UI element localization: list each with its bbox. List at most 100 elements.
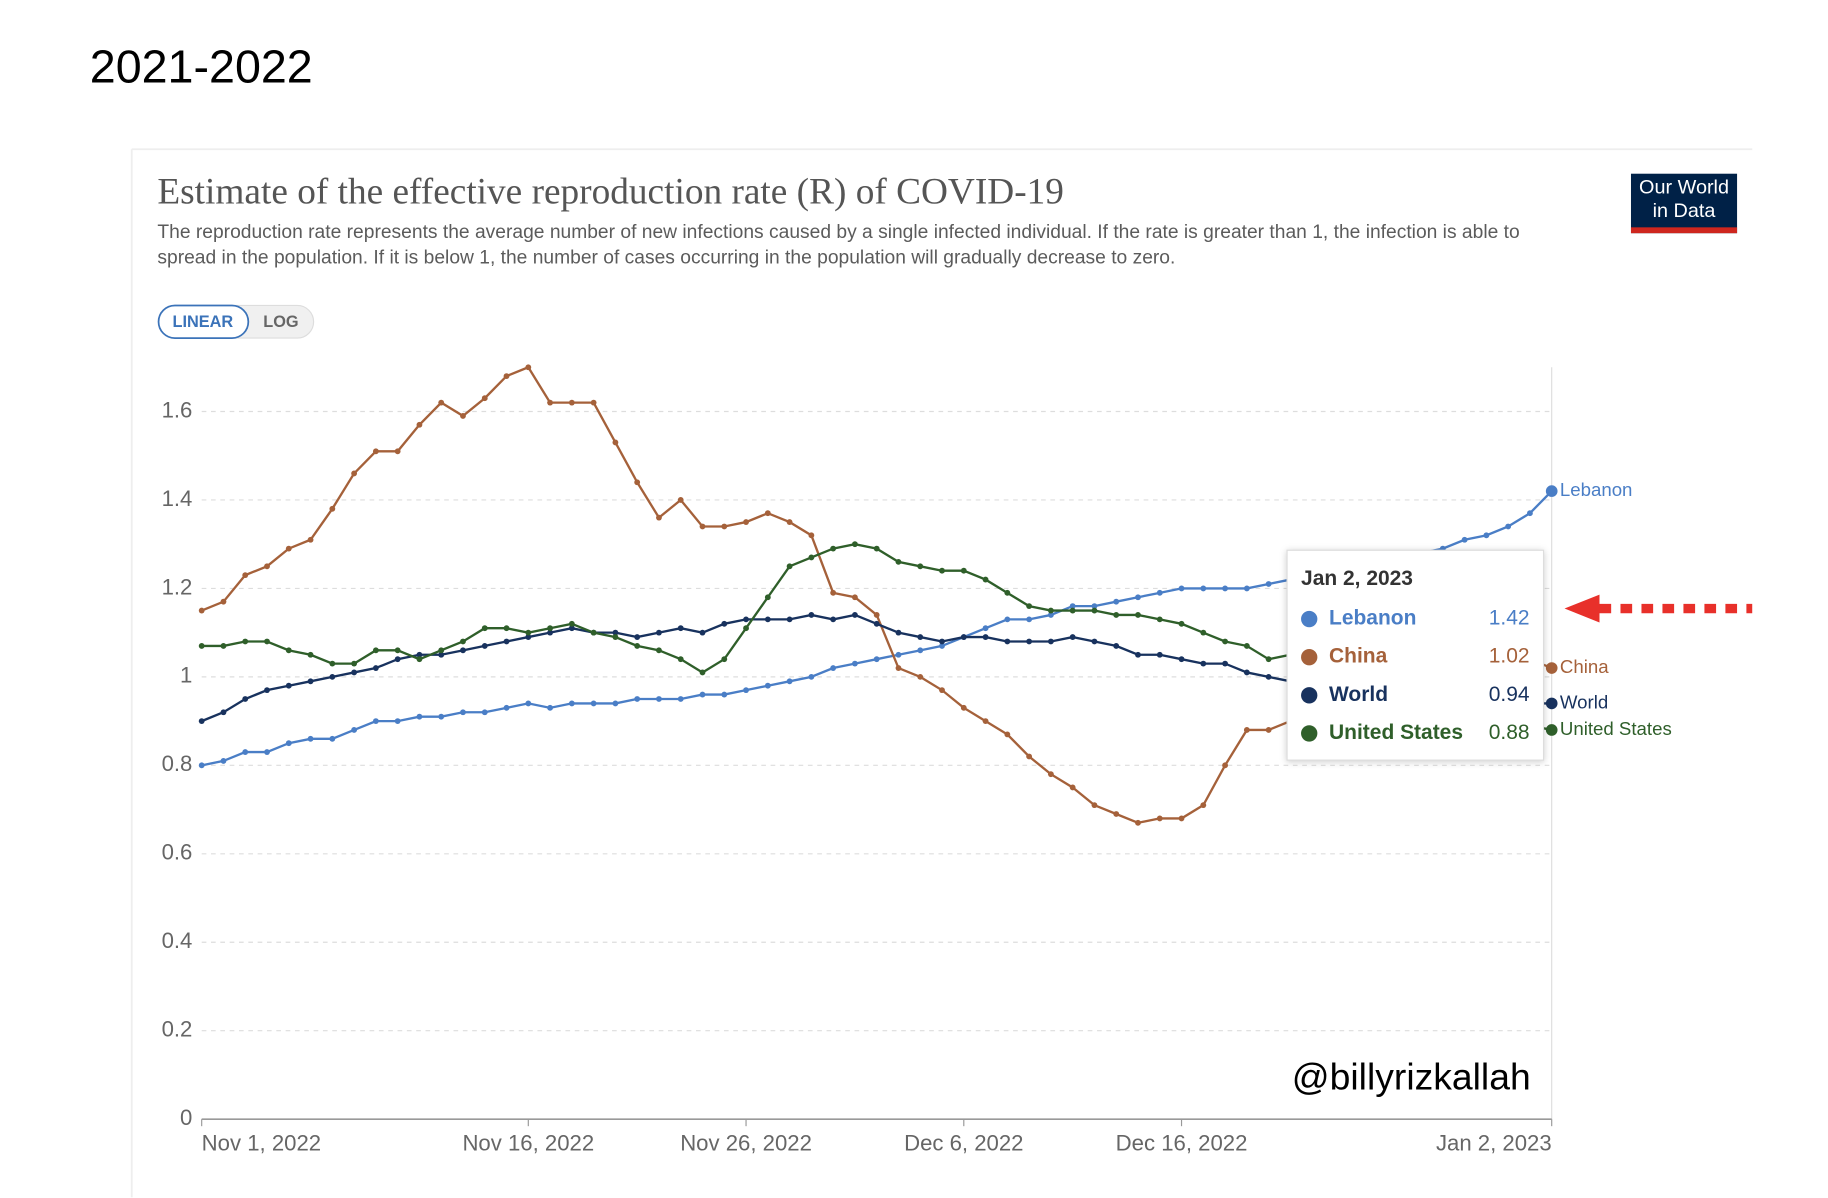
plot-area: 0 0.2 0.4 0.6 0.8 1 1.2 1.4 1.6 Nov 1, 2022 Nov 16…: [162, 364, 1672, 1156]
data-point: [1091, 802, 1098, 809]
data-point: [786, 616, 793, 623]
data-point: [699, 523, 706, 530]
data-point: [656, 647, 662, 654]
data-point: [329, 735, 336, 742]
x-tick-label: Dec 6, 2022: [904, 1131, 1023, 1156]
data-point: [808, 554, 815, 561]
data-point: [481, 395, 488, 402]
y-tick-label: 0: [180, 1105, 192, 1130]
data-point: [416, 421, 423, 428]
data-point: [285, 682, 292, 689]
data-point: [677, 497, 684, 503]
data-point: [1222, 762, 1228, 769]
data-point: [721, 656, 728, 663]
data-point: [1178, 585, 1185, 592]
end-label: China: [1560, 656, 1609, 677]
logo[interactable]: [1630, 173, 1738, 234]
data-point: [460, 412, 466, 419]
data-point: [764, 682, 771, 689]
data-point: [960, 704, 967, 711]
data-point: [1243, 643, 1250, 649]
data-point: [285, 545, 292, 552]
data-point: [1461, 536, 1468, 543]
y-tick-label: 0.6: [162, 840, 193, 865]
data-point: [264, 749, 270, 755]
x-tick-label: Jan 2, 2023: [1436, 1131, 1552, 1156]
data-point: [1200, 629, 1207, 636]
data-point: [329, 673, 336, 680]
y-tick-label: 0.4: [162, 928, 193, 953]
data-point: [1091, 638, 1098, 645]
data-point: [394, 647, 401, 654]
y-tick-label: 1.4: [162, 486, 193, 511]
chart-title: Estimate of the effective reproduction r…: [157, 171, 1064, 212]
data-point: [1135, 819, 1141, 826]
data-point: [634, 696, 641, 702]
data-point: [481, 709, 488, 716]
data-point: [1004, 589, 1011, 596]
data-point: [329, 660, 336, 667]
y-tick-label: 1.2: [162, 574, 193, 599]
data-point: [1135, 612, 1141, 618]
data-point: [1069, 634, 1076, 640]
data-point: [242, 638, 249, 645]
data-point: [634, 479, 641, 486]
x-tick-label: Dec 16, 2022: [1116, 1131, 1248, 1156]
data-point: [699, 669, 706, 676]
data-point: [525, 629, 532, 636]
data-point: [808, 612, 815, 618]
data-point: [438, 399, 445, 406]
data-point: [1545, 724, 1558, 736]
y-tick-label: 1: [180, 663, 192, 688]
data-point: [242, 696, 249, 702]
data-point: [242, 572, 249, 579]
data-point: [1156, 815, 1163, 822]
data-point: [873, 545, 880, 552]
tooltip-value: 1.42: [1489, 607, 1530, 630]
tooltip-title: Jan 2, 2023: [1301, 567, 1413, 590]
data-point: [852, 612, 858, 618]
data-point: [1047, 638, 1054, 645]
data-point: [677, 625, 684, 632]
data-point: [220, 709, 227, 716]
data-point: [1243, 669, 1250, 676]
data-point: [525, 700, 532, 707]
data-point: [1527, 510, 1533, 517]
data-point: [917, 647, 924, 654]
logo-text: Our World in Data: [1639, 176, 1729, 222]
data-point: [460, 709, 466, 716]
data-point: [830, 545, 837, 552]
data-point: [808, 532, 815, 539]
data-point: [329, 505, 336, 512]
log-label[interactable]: LOG: [263, 313, 298, 331]
data-point: [830, 589, 837, 596]
data-point: [1047, 607, 1054, 614]
data-point: [1135, 651, 1141, 658]
linear-label: LINEAR: [172, 313, 233, 331]
data-point: [1200, 660, 1207, 667]
data-point: [960, 567, 967, 574]
data-point: [830, 665, 837, 671]
data-point: [198, 643, 205, 649]
data-point: [525, 634, 532, 640]
data-point: [743, 519, 749, 525]
data-point: [917, 673, 924, 680]
data-point: [1505, 523, 1512, 530]
data-point: [612, 634, 619, 640]
data-point: [852, 594, 858, 601]
linear-button[interactable]: [157, 304, 250, 339]
data-point: [590, 700, 597, 707]
data-point: [786, 563, 793, 570]
data-point: [372, 448, 379, 455]
end-label: United States: [1560, 718, 1672, 739]
tooltip-swatch: [1301, 649, 1318, 666]
data-point: [1069, 784, 1076, 791]
data-point: [198, 762, 205, 769]
data-point: [503, 373, 510, 380]
data-point: [198, 607, 205, 614]
data-point: [873, 620, 880, 627]
data-point: [394, 656, 401, 663]
data-point: [351, 660, 358, 667]
data-point: [1135, 594, 1141, 601]
